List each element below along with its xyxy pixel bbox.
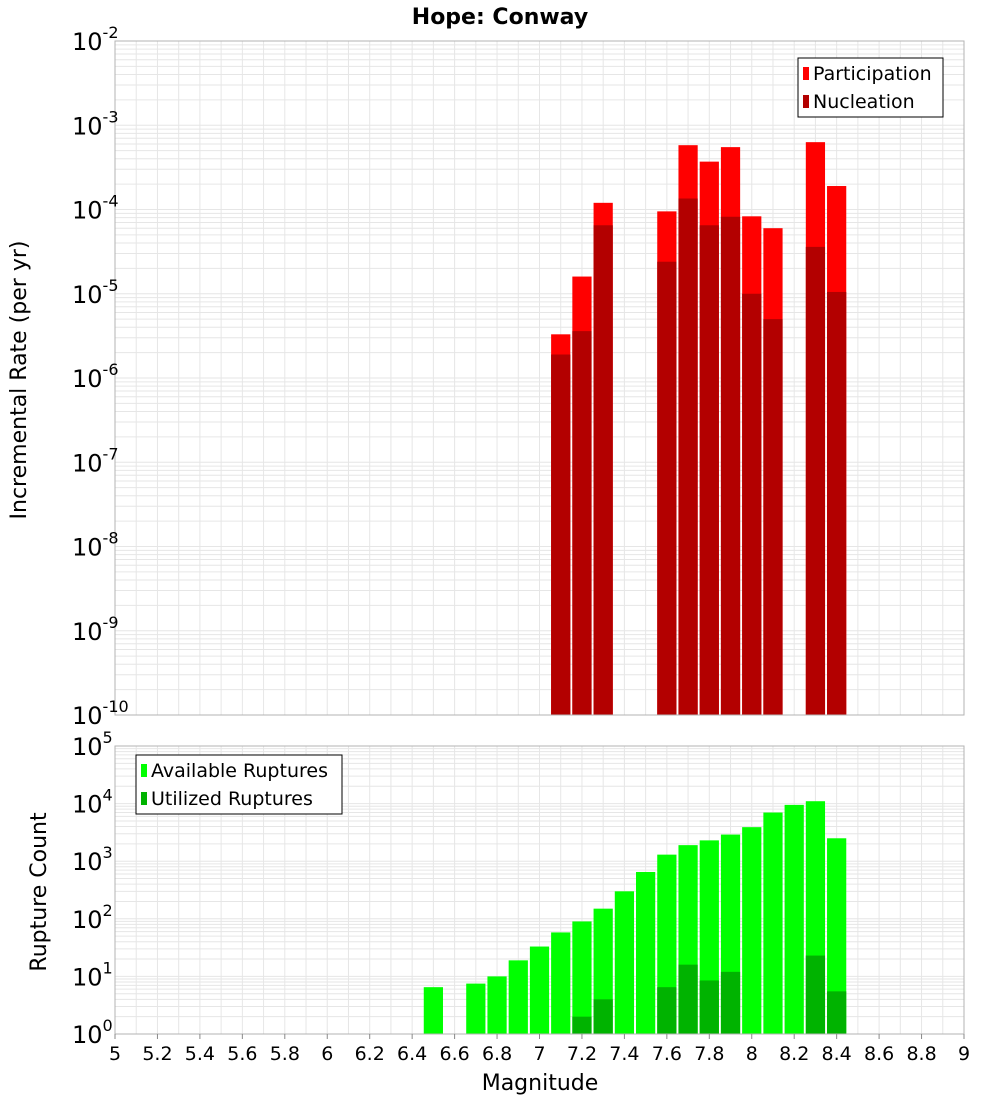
bottom-bar-utilized-ruptures [805, 955, 826, 1034]
bottom-bar-utilized-ruptures [657, 987, 677, 1034]
bottom-y-tick-label: 104 [72, 786, 113, 819]
top-bar-nucleation [593, 225, 613, 715]
top-y-tick-label: 10-5 [72, 276, 119, 309]
x-axis-label: Magnitude [482, 1071, 599, 1096]
bottom-y-tick-label: 100 [72, 1016, 113, 1049]
top-y-tick-label: 10-4 [72, 192, 119, 225]
x-tick-label: 5.8 [270, 1043, 300, 1065]
top-bar-nucleation [657, 261, 677, 715]
bottom-bar-available-ruptures [763, 812, 783, 1034]
top-y-tick-label: 10-7 [72, 444, 119, 477]
x-tick-label: 6 [321, 1043, 333, 1065]
bottom-bar-available-ruptures [827, 838, 847, 1034]
x-tick-label: 7.4 [609, 1043, 639, 1065]
x-tick-label: 6.4 [397, 1043, 427, 1065]
x-tick-label: 8.8 [906, 1043, 936, 1065]
bottom-bar-available-ruptures [636, 871, 656, 1034]
top-bar-nucleation [763, 319, 783, 715]
x-tick-label: 5.6 [227, 1043, 257, 1065]
x-tick-label: 6.2 [355, 1043, 385, 1065]
bottom-y-axis-label: Rupture Count [27, 812, 52, 972]
bottom-bar-utilized-ruptures [827, 991, 847, 1034]
x-tick-label: 6.6 [439, 1043, 469, 1065]
bottom-legend-label: Available Ruptures [151, 760, 328, 782]
bottom-y-tick-label: 102 [72, 901, 113, 934]
top-y-axis-label: Incremental Rate (per yr) [7, 241, 32, 520]
x-tick-label: 9 [958, 1043, 970, 1065]
bottom-legend: Available Ruptures Utilized Ruptures [135, 754, 343, 815]
x-tick-label: 8.6 [864, 1043, 894, 1065]
top-bar-nucleation [805, 246, 826, 715]
bottom-legend-label: Utilized Ruptures [151, 788, 313, 810]
bottom-legend-swatch [141, 792, 147, 805]
bottom-bar-utilized-ruptures [572, 1016, 592, 1034]
bottom-bar-utilized-ruptures [699, 980, 719, 1034]
bottom-bar-available-ruptures [529, 946, 550, 1034]
chart-title: Hope: Conway [412, 5, 588, 30]
top-legend-swatch [803, 95, 809, 108]
x-tick-label: 8.4 [822, 1043, 852, 1065]
bottom-bar-available-ruptures [423, 987, 443, 1034]
top-bar-nucleation [572, 331, 592, 715]
bottom-y-tick-label: 101 [72, 958, 113, 991]
x-tick-label: 5.2 [142, 1043, 172, 1065]
bottom-y-tick-label: 103 [72, 843, 113, 876]
bottom-bar-available-ruptures [508, 960, 528, 1034]
top-legend-label: Nucleation [813, 91, 915, 113]
x-tick-label: 7 [533, 1043, 545, 1065]
top-y-tick-label: 10-3 [72, 107, 119, 140]
bottom-bar-available-ruptures [614, 891, 635, 1034]
top-legend-label: Participation [813, 63, 932, 85]
top-y-tick-label: 10-2 [72, 23, 119, 56]
x-tick-label: 7.6 [652, 1043, 682, 1065]
bottom-chart: 100 101 102 103 104 105 Available Ruptures Util… [72, 728, 970, 1065]
top-bar-nucleation [699, 225, 719, 715]
top-bar-nucleation [678, 198, 698, 715]
top-bar-nucleation [720, 216, 741, 716]
bottom-legend-swatch [141, 764, 147, 777]
top-plot-frame [114, 40, 965, 716]
x-tick-label: 5 [109, 1043, 121, 1065]
bottom-bar-available-ruptures [487, 976, 507, 1034]
x-tick-label: 8 [746, 1043, 758, 1065]
bottom-bar-utilized-ruptures [720, 971, 741, 1034]
x-tick-label: 7.2 [567, 1043, 597, 1065]
top-legend: Participation Nucleation [797, 57, 944, 118]
top-y-tick-label: 10-6 [72, 360, 119, 393]
x-tick-label: 5.4 [185, 1043, 215, 1065]
x-tick-label: 7.8 [694, 1043, 724, 1065]
top-y-tick-label: 10-10 [72, 697, 129, 730]
top-y-tick-label: 10-8 [72, 529, 119, 562]
top-chart: 10-10 10-9 10-8 10-7 10-6 10-5 10-4 10-3 10-2 Par… [72, 23, 965, 730]
top-legend-box [797, 57, 944, 118]
top-legend-swatch [803, 67, 809, 80]
top-bar-nucleation [551, 354, 571, 715]
bottom-bar-available-ruptures [466, 983, 486, 1034]
bottom-bar-available-ruptures [784, 804, 804, 1034]
bottom-bar-available-ruptures [572, 921, 592, 1034]
bottom-bar-utilized-ruptures [678, 964, 698, 1034]
top-y-tick-label: 10-9 [72, 613, 119, 646]
top-bar-nucleation [827, 291, 847, 715]
x-tick-label: 6.8 [482, 1043, 512, 1065]
x-tick-label: 8.2 [779, 1043, 809, 1065]
bottom-y-tick-label: 105 [72, 728, 113, 761]
bottom-bar-available-ruptures [551, 932, 571, 1034]
bottom-bar-available-ruptures [742, 827, 762, 1034]
bottom-legend-box [135, 754, 343, 815]
top-bar-nucleation [742, 293, 762, 715]
bottom-bar-utilized-ruptures [593, 999, 613, 1034]
